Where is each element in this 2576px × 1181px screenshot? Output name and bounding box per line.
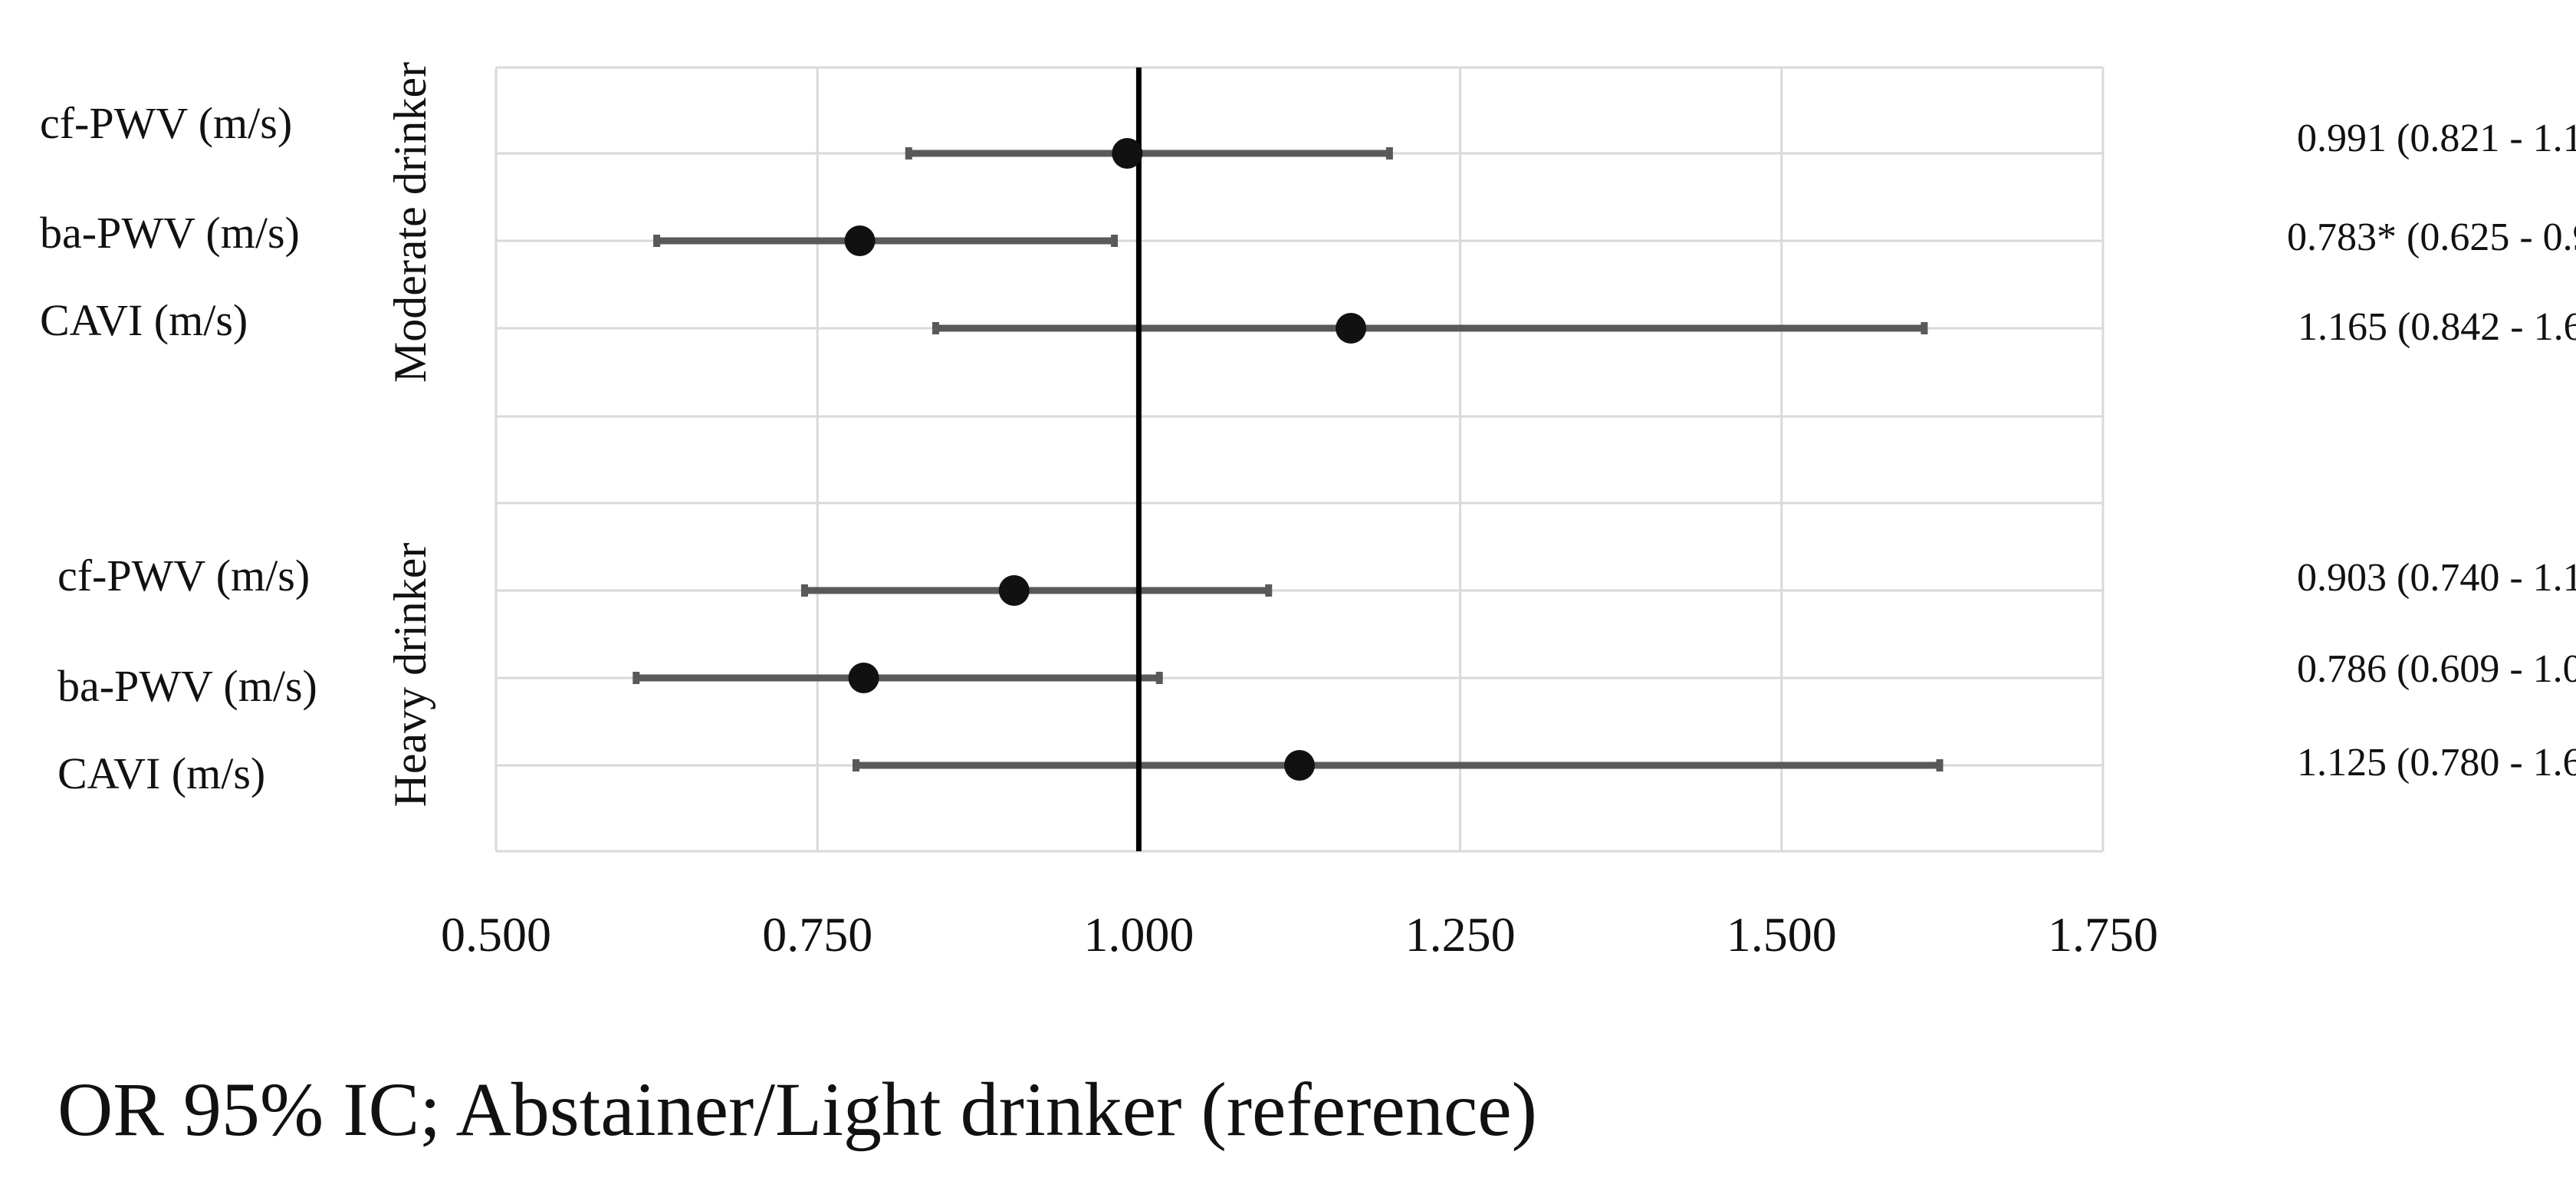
x-tick-label: 1.750 — [2048, 907, 2158, 962]
x-tick-label: 1.000 — [1083, 907, 1194, 962]
ci-value-label: 0.786 (0.609 - 1.016) — [2297, 647, 2576, 691]
ci-value-label: 1.165 (0.842 - 1.611) — [2298, 305, 2576, 349]
point-layer — [844, 138, 1367, 781]
row-label: ba-PWV (m/s) — [40, 208, 300, 258]
label-layer: 0.500 0.750 1.000 1.250 1.500 1.750 Moderate d… — [40, 62, 2576, 962]
or-point — [1112, 138, 1143, 169]
row-label: cf-PWV (m/s) — [40, 98, 292, 148]
grid-layer — [495, 66, 2104, 853]
x-tick-label: 1.250 — [1405, 907, 1516, 962]
ci-value-label: 0.783* (0.625 - 0.981) — [2287, 215, 2576, 259]
x-tick-label: 1.500 — [1727, 907, 1837, 962]
ci-value-label: 1.125 (0.780 - 1.623) — [2297, 741, 2576, 785]
or-point — [848, 663, 879, 693]
row-label: CAVI (m/s) — [58, 748, 265, 798]
ci-layer — [632, 147, 1944, 771]
x-tick-label: 0.500 — [441, 907, 551, 962]
row-label: CAVI (m/s) — [40, 295, 248, 345]
row-label: cf-PWV (m/s) — [58, 551, 310, 600]
group-label-0: Moderate drinker — [385, 62, 435, 383]
chart-caption: OR 95% IC; Abstainer/Light drinker (refe… — [58, 1067, 1537, 1152]
or-point — [1284, 750, 1315, 781]
row-label: ba-PWV (m/s) — [58, 661, 317, 711]
group-label-1: Heavy drinker — [385, 543, 435, 808]
or-point — [1336, 313, 1367, 344]
or-point — [998, 575, 1030, 606]
or-point — [844, 225, 876, 256]
ci-value-label: 0.903 (0.740 - 1.101) — [2297, 556, 2576, 600]
ci-value-label: 0.991 (0.821 - 1.195) — [2297, 117, 2576, 160]
x-tick-label: 0.750 — [762, 907, 872, 962]
